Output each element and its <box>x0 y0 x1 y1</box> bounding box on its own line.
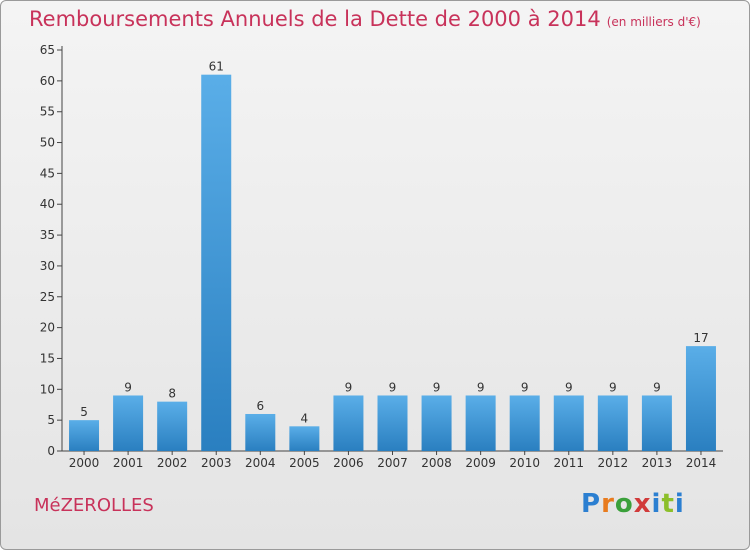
data-label: 9 <box>433 380 441 394</box>
bar <box>509 395 540 451</box>
bar <box>157 401 188 451</box>
logo-letter: t <box>661 489 675 519</box>
x-tick-label: 2004 <box>245 456 276 470</box>
chart-title-text: Remboursements Annuels de la Dette de 20… <box>29 7 601 31</box>
x-tick-label: 2000 <box>69 456 100 470</box>
logo-letter: o <box>614 489 634 519</box>
y-tick-label: 30 <box>40 259 55 273</box>
x-tick-label: 2001 <box>113 456 144 470</box>
bar <box>597 395 628 451</box>
bar <box>201 74 232 451</box>
bar <box>421 395 452 451</box>
data-label: 9 <box>565 380 573 394</box>
y-tick-label: 35 <box>40 228 55 242</box>
bar <box>289 426 320 451</box>
chart-title: Remboursements Annuels de la Dette de 20… <box>29 7 701 31</box>
x-tick-label: 2012 <box>598 456 629 470</box>
y-tick-label: 10 <box>40 382 55 396</box>
x-tick-label: 2010 <box>509 456 540 470</box>
data-label: 9 <box>124 380 132 394</box>
proxiti-logo: Proxiti <box>581 489 685 519</box>
x-tick-label: 2003 <box>201 456 232 470</box>
logo-letter: i <box>651 489 662 519</box>
x-tick-label: 2007 <box>377 456 408 470</box>
y-tick-label: 65 <box>40 43 55 57</box>
x-tick-label: 2009 <box>465 456 496 470</box>
y-tick-label: 25 <box>40 290 55 304</box>
bar <box>465 395 496 451</box>
logo-letter: x <box>633 489 652 519</box>
y-tick-label: 5 <box>47 413 55 427</box>
data-label: 9 <box>521 380 529 394</box>
bar <box>69 420 100 451</box>
y-tick-label: 0 <box>47 444 55 458</box>
bar <box>113 395 144 451</box>
bar <box>685 346 716 451</box>
data-label: 17 <box>693 331 708 345</box>
bar <box>333 395 364 451</box>
x-tick-label: 2002 <box>157 456 188 470</box>
data-label: 4 <box>301 411 309 425</box>
bar <box>245 413 276 451</box>
data-label: 9 <box>345 380 353 394</box>
data-label: 61 <box>209 60 224 74</box>
y-tick-label: 45 <box>40 166 55 180</box>
x-tick-label: 2014 <box>686 456 717 470</box>
y-tick-label: 20 <box>40 321 55 335</box>
commune-name: MéZEROLLES <box>34 495 154 516</box>
y-tick-label: 60 <box>40 74 55 88</box>
data-label: 8 <box>168 387 176 401</box>
y-tick-label: 40 <box>40 197 55 211</box>
x-tick-label: 2011 <box>553 456 584 470</box>
logo-letter: P <box>581 489 602 519</box>
bar <box>553 395 584 451</box>
data-label: 5 <box>80 405 88 419</box>
logo-letter: i <box>674 489 685 519</box>
y-tick-label: 55 <box>40 105 55 119</box>
data-label: 9 <box>609 380 617 394</box>
data-label: 9 <box>389 380 397 394</box>
logo-letter: r <box>601 489 615 519</box>
bar <box>377 395 408 451</box>
data-label: 9 <box>653 380 661 394</box>
y-tick-label: 50 <box>40 136 55 150</box>
x-tick-label: 2005 <box>289 456 320 470</box>
x-tick-label: 2008 <box>421 456 452 470</box>
chart-unit: (en milliers d'€) <box>606 15 701 29</box>
data-label: 9 <box>477 380 485 394</box>
bar <box>641 395 672 451</box>
x-tick-label: 2013 <box>642 456 673 470</box>
x-tick-label: 2006 <box>333 456 364 470</box>
y-tick-label: 15 <box>40 351 55 365</box>
data-label: 6 <box>256 399 264 413</box>
